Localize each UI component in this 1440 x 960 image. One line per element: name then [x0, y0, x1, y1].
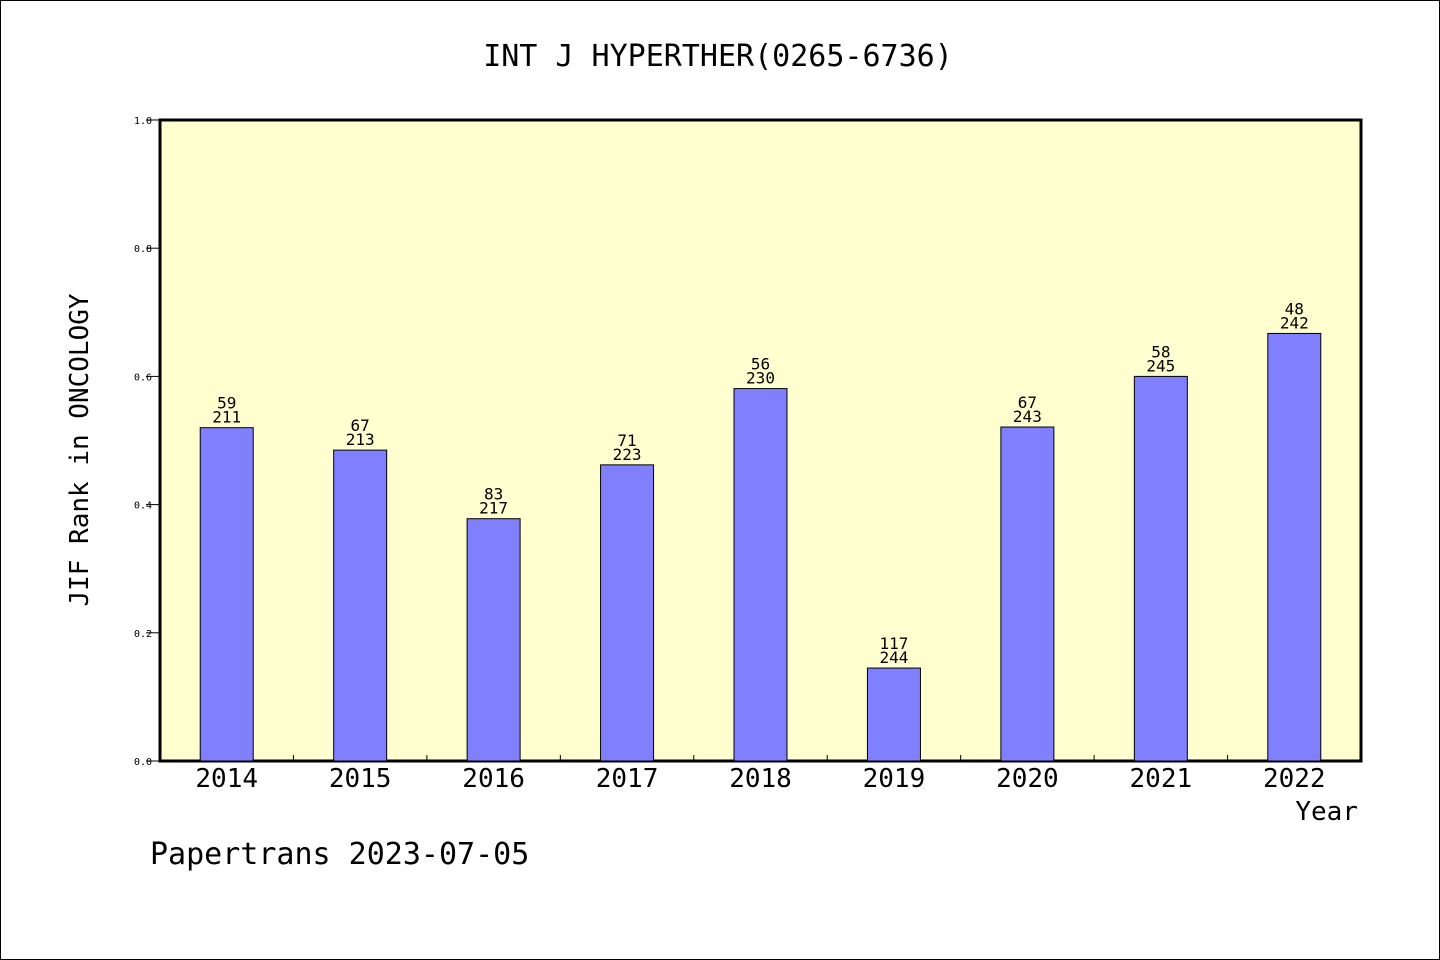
- y-axis-label: JIF Rank in ONCOLOGY: [65, 293, 95, 606]
- x-axis-label: Year: [1295, 797, 1358, 827]
- bar: [466, 518, 521, 762]
- bar-total-label: 213: [346, 430, 375, 449]
- x-tick-label: 2015: [329, 764, 392, 794]
- bar: [333, 449, 388, 762]
- bar-total-label: 243: [1013, 407, 1042, 426]
- x-tick-label: 2022: [1263, 764, 1326, 794]
- bar-rank-label: 117: [879, 634, 908, 653]
- y-tick-label: 0.4: [134, 501, 152, 512]
- bar-total-label: 245: [1146, 356, 1175, 375]
- bar-total-label: 211: [212, 408, 241, 427]
- chart-title: INT J HYPERTHER(0265-6736): [483, 39, 953, 74]
- x-tick-label: 2019: [863, 764, 926, 794]
- x-tick-label: 2020: [996, 764, 1059, 794]
- x-tick-label: 2018: [729, 764, 792, 794]
- bar-rank-label: 67: [1018, 393, 1037, 412]
- y-tick-label: 0.6: [134, 372, 152, 383]
- y-tick-label: 1.0: [134, 116, 152, 127]
- bar-total-label: 242: [1280, 313, 1309, 332]
- x-tick-label: 2014: [195, 764, 258, 794]
- x-tick-label: 2021: [1130, 764, 1193, 794]
- y-tick-label: 0.2: [134, 629, 152, 640]
- bar: [866, 667, 921, 762]
- y-axis: 0.0 0.2 0.4 0.6 0.8 1.0: [134, 116, 160, 768]
- bar-total-label: 244: [879, 648, 908, 667]
- bar-rank-label: 48: [1285, 299, 1304, 318]
- bar: [1000, 426, 1055, 762]
- footer-text: Papertrans 2023-07-05: [150, 837, 529, 872]
- bar: [733, 388, 788, 762]
- bar: [199, 427, 254, 762]
- y-tick-label: 0.8: [134, 244, 152, 255]
- bar-total-label: 217: [479, 499, 508, 518]
- bar-rank-label: 56: [751, 355, 770, 374]
- bar: [600, 464, 655, 762]
- bar-total-label: 223: [613, 445, 642, 464]
- x-tick-label: 2016: [462, 764, 525, 794]
- bar-rank-label: 58: [1151, 342, 1170, 361]
- bar-rank-label: 67: [351, 416, 370, 435]
- bar-rank-label: 71: [617, 431, 636, 450]
- bar-rank-label: 83: [484, 485, 503, 504]
- bar-rank-label: 59: [217, 394, 236, 413]
- y-tick-label: 0.0: [134, 757, 152, 768]
- bar: [1133, 375, 1188, 762]
- bar: [1267, 332, 1322, 762]
- x-axis: 2014 2015 2016 2017 2018 2019 2020 2021 2022: [195, 755, 1326, 794]
- x-tick-label: 2017: [596, 764, 659, 794]
- bar-total-label: 230: [746, 369, 775, 388]
